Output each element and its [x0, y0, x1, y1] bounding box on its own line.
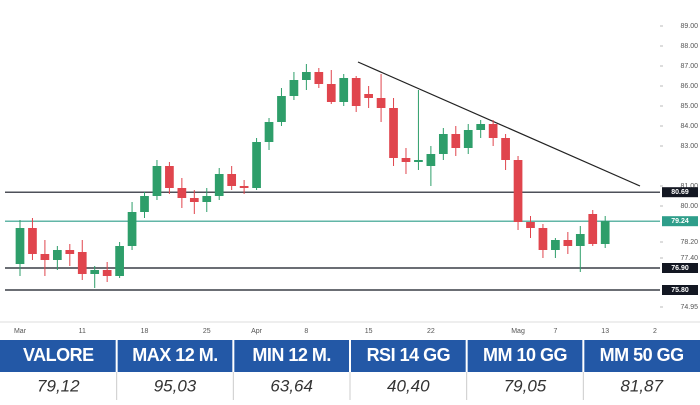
y-tick-label: 80.00: [680, 203, 698, 210]
candle-body: [426, 154, 436, 166]
candle-body: [227, 174, 237, 186]
candle-body: [214, 174, 224, 196]
candle-body: [115, 246, 124, 276]
plot-background: [0, 0, 700, 340]
candle-body: [376, 98, 386, 108]
table-header-cell: RSI 14 GG: [367, 345, 451, 365]
candle-body: [28, 228, 37, 254]
candle-body: [140, 196, 149, 212]
table-header-cell: MM 50 GG: [600, 345, 684, 365]
level-label: 79.24: [671, 218, 689, 225]
table-value-cell: 95,03: [154, 376, 197, 395]
x-tick-label: 25: [203, 328, 211, 335]
candle-body: [189, 198, 199, 202]
candle-body: [40, 254, 50, 260]
candle-body: [65, 250, 75, 254]
candle-body: [451, 134, 461, 148]
level-label: 80.69: [671, 189, 689, 196]
table-value-cell: 63,64: [270, 376, 313, 395]
candle-body: [202, 196, 212, 202]
candle-body: [351, 78, 361, 106]
y-tick-label: 78.20: [680, 239, 698, 246]
candle-body: [588, 214, 598, 244]
candle-body: [364, 94, 373, 98]
candle-body: [289, 80, 299, 96]
candle-body: [15, 228, 25, 264]
x-tick-label: 22: [427, 328, 435, 335]
level-label: 75.80: [671, 287, 689, 294]
level-label: 76.90: [671, 265, 689, 272]
candle-body: [339, 78, 349, 102]
x-tick-label: Apr: [251, 328, 263, 335]
candle-body: [551, 240, 560, 250]
x-tick-label: 18: [141, 328, 149, 335]
table-header-cell: MAX 12 M.: [132, 345, 218, 365]
candle-body: [177, 188, 187, 198]
candle-body: [389, 108, 398, 158]
candle-body: [165, 166, 174, 188]
y-tick-label: 87.00: [680, 63, 698, 70]
candle-body: [463, 130, 473, 148]
candle-body: [314, 72, 324, 84]
level-label-box: [662, 216, 698, 227]
candle-body: [264, 122, 274, 142]
candle-body: [277, 96, 286, 122]
candle-body: [513, 160, 523, 222]
table-value-cell: 81,87: [620, 376, 663, 395]
x-tick-label: 7: [553, 328, 557, 335]
candle-body: [538, 228, 548, 250]
y-tick-label: 89.00: [680, 23, 698, 30]
candle-body: [600, 221, 610, 244]
table-header-cell: VALORE: [23, 345, 94, 365]
level-label-box: [662, 187, 698, 198]
level-label-box: [662, 285, 698, 295]
y-tick-label: 74.95: [680, 304, 698, 311]
candle-body: [401, 158, 411, 162]
table-header-cell: MIN 12 M.: [252, 345, 331, 365]
x-tick-label: 11: [79, 328, 86, 335]
y-tick-label: 85.00: [680, 103, 698, 110]
y-tick-label: 83.00: [680, 143, 698, 150]
y-tick-label: 77.40: [680, 255, 698, 262]
y-tick-label: 84.00: [680, 123, 698, 130]
candle-body: [575, 234, 585, 246]
candle-body: [302, 72, 311, 80]
candle-body: [252, 142, 261, 188]
candle-body: [90, 270, 100, 274]
candle-body: [563, 240, 573, 246]
candle-body: [438, 134, 448, 154]
x-tick-label: 2: [653, 328, 657, 335]
y-tick-label: 81.00: [680, 183, 698, 190]
candle-body: [526, 222, 535, 228]
candle-body: [152, 166, 162, 196]
trend-line: [357, 61, 641, 187]
candle-body: [52, 250, 62, 260]
x-tick-label: Mag: [511, 328, 525, 335]
table-value-cell: 40,40: [387, 376, 430, 395]
level-label-box: [662, 263, 698, 273]
table-value-cell: 79,12: [37, 376, 80, 395]
candle-body: [102, 270, 112, 276]
candle-body: [414, 160, 423, 162]
candle-body: [127, 212, 137, 246]
y-tick-label: 86.00: [680, 83, 698, 90]
y-tick-label: 88.00: [680, 43, 698, 50]
x-tick-label: 13: [601, 328, 609, 335]
candle-body: [476, 124, 486, 130]
x-tick-label: 15: [365, 328, 373, 335]
x-tick-label: 8: [304, 328, 308, 335]
table-header-cell: MM 10 GG: [483, 345, 567, 365]
candle-body: [239, 186, 249, 188]
candle-body: [77, 252, 87, 274]
candle-body: [488, 124, 498, 138]
table-value-cell: 79,05: [504, 376, 547, 395]
x-tick-label: Mar: [14, 328, 27, 335]
candle-body: [326, 84, 336, 102]
candle-body: [501, 138, 510, 160]
